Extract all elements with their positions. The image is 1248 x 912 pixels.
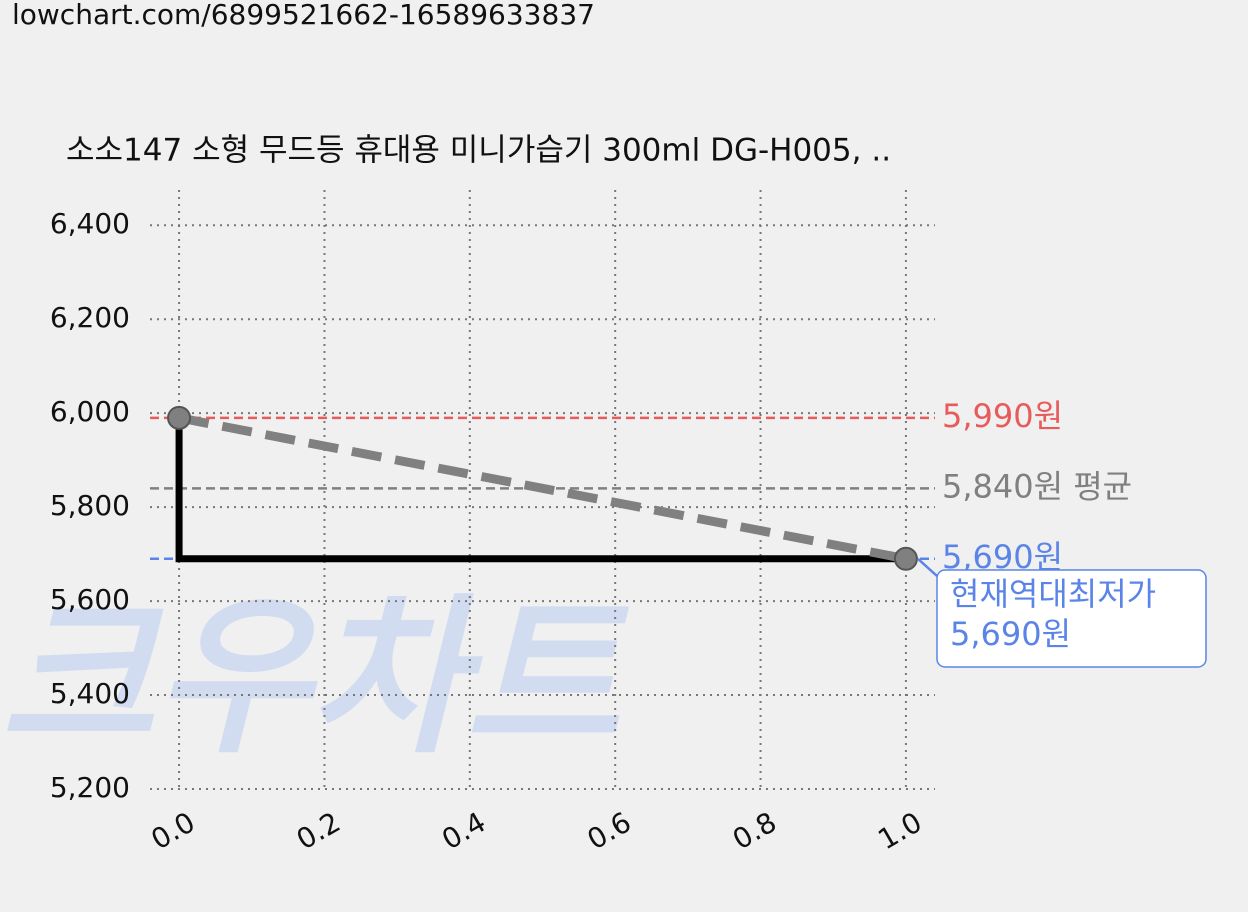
y-tick-label: 6,200 [50,301,130,334]
annotation-arrow [917,557,938,577]
reference-label: 5,990원 [942,397,1063,435]
trend-line [178,413,907,564]
y-tick-label: 6,400 [50,207,130,240]
x-tick-label: 0.8 [727,805,782,856]
y-tick-label: 6,000 [50,395,130,428]
y-tick-label: 5,800 [50,489,130,522]
y-tick-label: 5,600 [50,583,130,616]
chart-title: 소소147 소형 무드등 휴대용 미니가습기 300ml DG-H005, .. [66,133,891,169]
annotation-text: 현재역대최저가 [950,575,1156,613]
x-tick-label: 0.0 [146,805,201,856]
x-tick-label: 1.0 [872,805,927,856]
reference-label: 5,840원 평균 [942,467,1132,505]
annotation-text: 5,690원 [950,615,1071,653]
x-tick-label: 0.6 [582,805,637,856]
point [893,546,918,571]
point [167,405,192,430]
annotation-box [936,569,1207,668]
y-tick-label: 5,200 [50,771,130,804]
x-tick-label: 0.4 [436,805,491,856]
y-tick-label: 5,400 [50,677,130,710]
x-tick-label: 0.2 [291,805,346,856]
watermark: 크우차트 [0,579,630,777]
url: lowchart.com/6899521662-16589633837 [12,0,595,31]
price-step-line [175,417,906,563]
